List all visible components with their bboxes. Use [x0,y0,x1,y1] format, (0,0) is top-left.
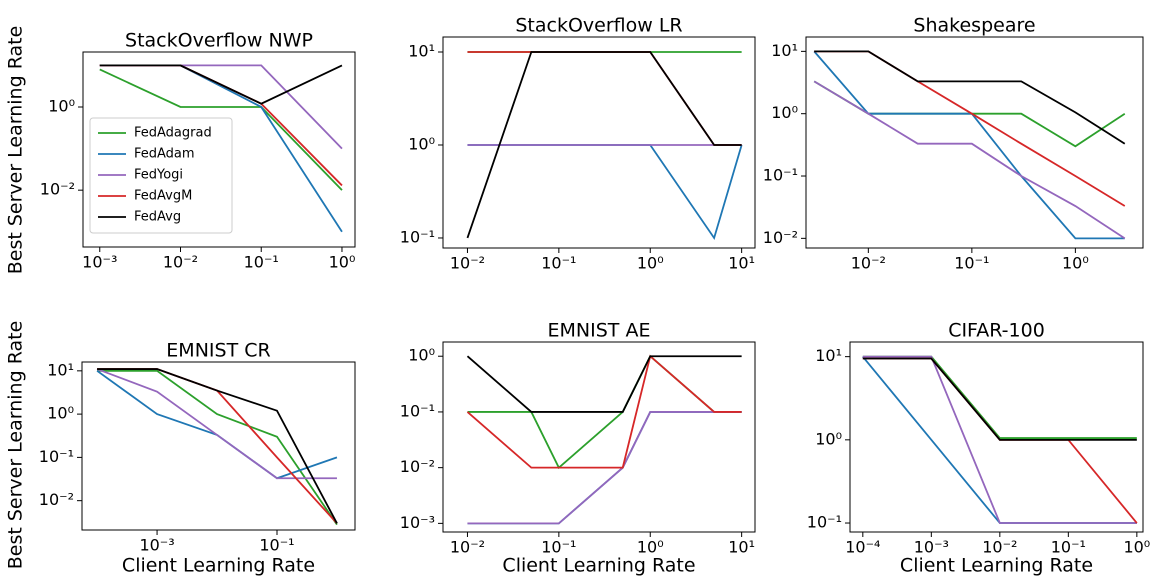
x-tick-label: 10⁻² [163,253,198,272]
subplot-title: EMNIST CR [166,340,270,362]
y-tick-label: 10⁰ [47,404,74,423]
legend-label: FedAvgM [134,189,192,204]
y-tick-label: 10⁰ [815,429,842,448]
plot-frame [805,36,1144,249]
x-tick-label: 10⁻¹ [259,536,294,555]
legend-label: FedYogi [134,168,183,183]
x-tick-label: 10¹ [728,254,755,273]
y-tick-label: 10⁻¹ [39,447,74,466]
x-tick-label: 10⁻² [982,538,1017,557]
y-tick-label: 10⁻³ [400,513,435,532]
x-tick-label: 10⁻¹ [541,538,576,557]
x-tick-label: 10⁰ [329,253,356,272]
subplot: 10⁻⁴ 10⁻³ 10⁻² 10⁻¹ 10⁰ 10⁻¹ 10⁰ 10¹ CIFAR-100 Cl… [807,320,1150,577]
y-tick-label: 10⁻¹ [807,513,842,532]
legend-label: FedAdagrad [134,126,212,141]
x-axis-label: Client Learning Rate [502,555,695,577]
y-tick-label: 10⁻¹ [763,166,798,185]
subplot-title: StackOverflow NWP [125,30,313,52]
series-line [97,368,338,524]
y-tick-label: 10⁻² [763,228,798,247]
y-tick-label: 10⁻¹ [400,401,435,420]
subplot: 10⁻³ 10⁻¹ 10⁻² 10⁻¹ 10⁰ 10¹ EMNIST CR Client Le… [5,321,356,577]
x-tick-label: 10⁰ [1123,538,1150,557]
series-line [466,355,742,413]
series-line [862,357,1138,524]
series-line [862,357,1137,441]
x-tick-label: 10⁻² [450,254,485,273]
x-tick-label: 10⁰ [637,254,664,273]
subplot: 10⁻² 10⁻¹ 10⁰ 10¹ 10⁻¹ 10⁰ 10¹ StackOverflow LR [400,15,756,273]
subplot-title: Shakespeare [913,15,1035,37]
series-line [466,51,742,239]
series-line [467,51,742,146]
legend: FedAdagrad FedAdam FedYogi FedAvgM FedAvg [89,117,233,234]
subplot-title: EMNIST AE [548,320,651,342]
series-line [813,80,1126,240]
x-tick-label: 10⁰ [1062,254,1089,273]
x-tick-label: 10⁰ [637,538,664,557]
series-line [862,355,1137,439]
x-tick-label: 10⁻² [851,254,886,273]
y-tick-label: 10¹ [47,360,74,379]
subplot-title: CIFAR-100 [948,320,1045,342]
x-tick-label: 10⁻¹ [541,254,576,273]
y-tick-label: 10⁻² [40,180,75,199]
x-tick-label: 10¹ [728,538,755,557]
x-axis-label: Client Learning Rate [122,555,315,577]
series-line [99,68,343,191]
series-line [466,354,742,469]
x-tick-label: 10⁻¹ [244,253,279,272]
y-tick-label: 10¹ [771,41,798,60]
y-tick-label: 10⁻² [400,457,435,476]
series-line [467,144,743,241]
subplot: 10⁻³ 10⁻² 10⁻¹ 10⁰ 10⁻² 10⁰ StackOverflow NWP B… [5,26,356,275]
y-tick-label: 10¹ [408,42,435,61]
y-tick-label: 10⁰ [408,134,435,153]
plot-frame [81,361,356,531]
y-axis-label: Best Server Learning Rate [5,26,27,275]
subplot: 10⁻² 10⁻¹ 10⁰ 10¹ 10⁻³ 10⁻² 10⁻¹ 10⁰ EMNIST AE Cl… [400,320,756,577]
x-tick-label: 10⁻⁴ [845,538,880,557]
x-tick-label: 10⁻³ [139,536,174,555]
x-axis-label: Client Learning Rate [900,555,1093,577]
subplot-title: StackOverflow LR [515,15,682,37]
plot-frame [442,36,756,249]
x-tick-label: 10⁻³ [914,538,949,557]
y-axis-label: Best Server Learning Rate [5,321,27,570]
series-line [96,368,337,480]
x-tick-label: 10⁻³ [82,253,117,272]
y-tick-label: 10⁰ [771,103,798,122]
y-tick-label: 10⁰ [48,96,75,115]
plot-frame [849,341,1144,533]
series-line [99,64,343,105]
legend-label: FedAdam [134,147,195,162]
y-tick-label: 10⁻² [39,490,74,509]
series-line [97,369,338,526]
series-line [814,50,1126,145]
series-line [97,368,338,524]
plot-frame [442,341,756,533]
legend-label: FedAvg [134,210,181,225]
x-tick-label: 10⁻¹ [954,254,989,273]
subplot: 10⁻² 10⁻¹ 10⁰ 10⁻² 10⁻¹ 10⁰ 10¹ Shakespeare [763,15,1144,273]
x-tick-label: 10⁻² [450,538,485,557]
series-line [862,355,1137,524]
y-tick-label: 10⁻¹ [400,227,435,246]
x-tick-label: 10⁻¹ [1051,538,1086,557]
series-line [814,50,1126,207]
y-tick-label: 10¹ [815,346,842,365]
series-line [96,370,338,480]
plot-frame [82,51,356,248]
legend-box [89,117,233,234]
y-tick-label: 10⁰ [408,346,435,365]
